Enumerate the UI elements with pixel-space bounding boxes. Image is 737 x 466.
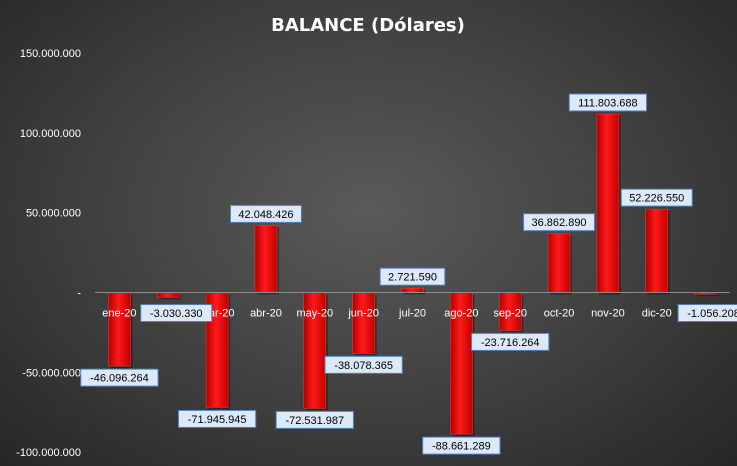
bar-jun-20: [352, 292, 375, 354]
x-axis: ene-20 mar-20 abr-20 may-20 jun-20 jul-20 ago-…: [102, 308, 671, 320]
bar-dic-20: [645, 208, 668, 293]
data-label: 36.862.890: [532, 217, 587, 229]
x-tick-label: ago-20: [444, 308, 478, 320]
data-label: -38.078.365: [334, 360, 393, 372]
data-label-box: [620, 188, 693, 207]
data-label: -88.661.289: [432, 441, 491, 453]
data-label-box: [379, 267, 446, 286]
x-tick-label: sep-20: [493, 308, 527, 320]
data-label: -3.030.330: [150, 308, 203, 320]
data-label-box: [177, 409, 257, 428]
x-tick-label: abr-20: [250, 308, 282, 320]
data-label-box: [568, 93, 648, 112]
data-label: 52.226.550: [629, 193, 684, 205]
data-label-box: [80, 368, 159, 387]
data-label: -46.096.264: [90, 373, 149, 385]
data-label-box: [324, 355, 403, 374]
x-tick-label: ene-20: [102, 308, 136, 320]
bar-shadow: [696, 294, 719, 297]
y-tick-label: 100.000.000: [20, 128, 81, 140]
data-label: -23.716.264: [481, 337, 540, 349]
data-label: 111.803.688: [578, 97, 638, 109]
x-tick-label: jul-20: [398, 308, 426, 320]
data-label: 2.721.590: [388, 272, 437, 284]
bar-ene-20: [108, 292, 131, 367]
y-tick-label: -100.000.000: [16, 447, 81, 459]
data-label-box: [471, 332, 550, 351]
x-tick-label: nov-20: [591, 308, 625, 320]
bars-group: [108, 113, 719, 437]
y-tick-label: -: [77, 288, 81, 300]
y-tick-label: 50.000.000: [26, 208, 81, 220]
data-labels-group: -46.096.264 -3.030.330 -71.945.945 42.048.4…: [80, 93, 737, 455]
chart-title: BALANCE (Dólares): [271, 15, 465, 36]
data-label: 42.048.426: [238, 209, 293, 221]
data-label-box: [275, 410, 354, 429]
x-tick-label: may-20: [296, 308, 333, 320]
data-label: -72.531.987: [285, 415, 344, 427]
y-tick-label: -50.000.000: [22, 367, 81, 379]
x-tick-label: dic-20: [642, 308, 672, 320]
data-label-box: [523, 213, 596, 232]
data-label-box: [677, 304, 737, 323]
y-tick-label: 150.000.000: [20, 48, 81, 60]
bar-abr-20: [254, 225, 278, 293]
x-tick-label: jun-20: [347, 308, 379, 320]
data-label-box: [140, 304, 213, 323]
data-label-box: [422, 436, 501, 455]
data-label: -1.056.208: [687, 308, 737, 320]
data-label-box: [229, 204, 302, 223]
bar-jul-20: [401, 287, 424, 293]
x-tick-label: oct-20: [544, 308, 575, 320]
bar-feb-20: [157, 292, 180, 298]
bar-oct-20: [547, 233, 571, 293]
data-label: -71.945.945: [188, 414, 247, 426]
bar-nov-20: [596, 113, 620, 293]
y-axis: 150.000.000 100.000.000 50.000.000 - -50.000…: [16, 48, 81, 459]
